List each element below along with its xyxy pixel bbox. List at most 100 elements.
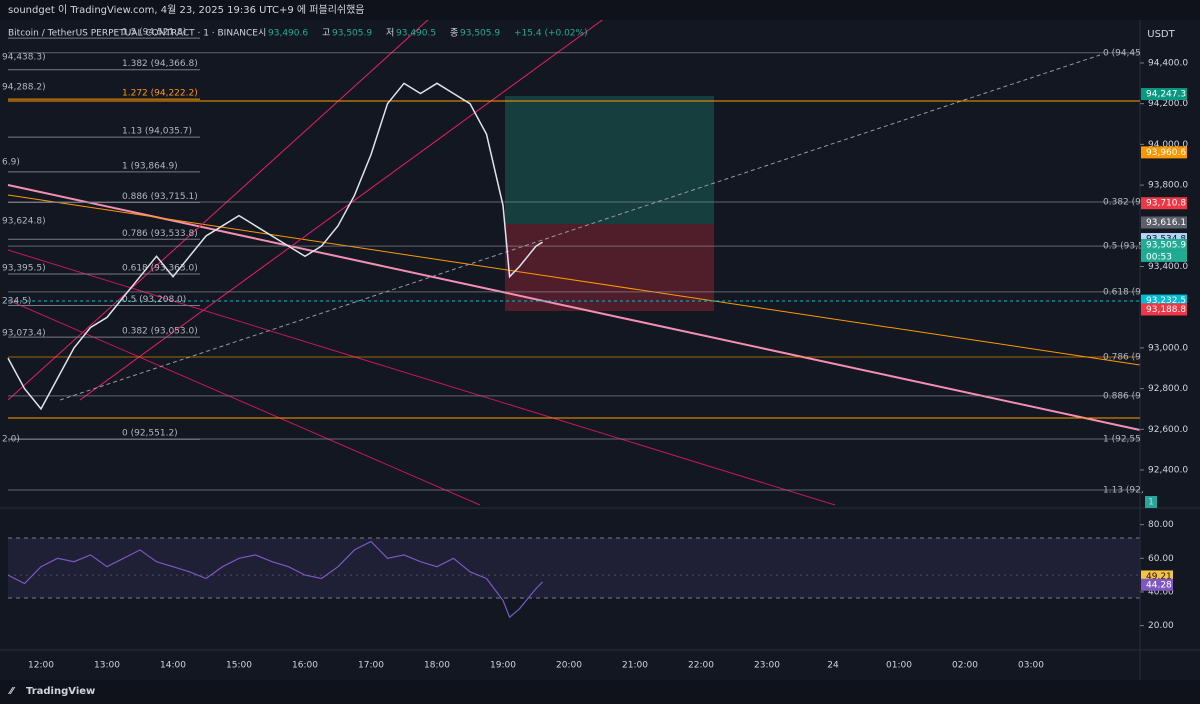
price-tag	[1141, 88, 1187, 101]
currency: USDT	[1147, 29, 1175, 40]
rsi-tag-label: 49.21	[1146, 572, 1172, 582]
ohlc-value: 93,490.5	[396, 29, 436, 39]
change: +15.4 (+0.02%)	[514, 29, 588, 39]
dashed-line	[59, 54, 1101, 401]
channel-line	[7, 299, 481, 506]
ohlc-key: 고	[322, 29, 330, 39]
price-tick-label: 93,000.0	[1148, 343, 1188, 353]
fib-label: 1 (93,864.9)	[122, 161, 178, 171]
channel-line	[7, 249, 836, 506]
fib-label: 0.382 (93,053.0)	[122, 327, 198, 337]
publisher: soundget 이 TradingView.com, 4월 23, 2025 …	[8, 3, 365, 16]
time-label: 15:00	[226, 661, 252, 671]
fib-label: 0.5 (93,5	[1103, 242, 1144, 252]
time-label: 02:00	[952, 661, 978, 671]
fib-label: 1.5 (94,521.8)	[122, 28, 186, 38]
time-label: 24	[827, 661, 839, 671]
fib-label: 0.5 (93,208.0)	[122, 295, 186, 305]
price-tick-label: 94,400.0	[1148, 58, 1188, 68]
price-line	[7, 82, 543, 411]
edge-label: 2.0)	[2, 435, 20, 445]
fib-label: 0.382 (93,	[1103, 197, 1149, 207]
price-tag	[1141, 146, 1187, 159]
price-tag-label: 93,616.1	[1146, 218, 1186, 228]
time-label: 03:00	[1018, 661, 1044, 671]
rsi-tag-label: 44.28	[1146, 580, 1172, 590]
fib-label: 0 (92,551.2)	[122, 429, 178, 439]
time-label: 21:00	[622, 661, 648, 671]
fib-label: 0.786 (9	[1103, 353, 1141, 363]
ohlc-value: 93,490.6	[268, 29, 308, 39]
fib-label: 1.382 (94,366.8)	[122, 59, 198, 69]
edge-label: 94,438.3)	[2, 53, 46, 63]
price-tag-label: 93,188.8	[1146, 305, 1186, 315]
price-tick-label: 92,400.0	[1148, 465, 1188, 475]
footer-bar	[0, 680, 1200, 704]
fib-label: 0.886 (9	[1103, 391, 1141, 401]
countdown-bg	[1141, 250, 1187, 262]
fib-label: 1.272 (94,222.2)	[122, 89, 198, 99]
target-zone	[505, 96, 714, 224]
badge-bg	[1145, 496, 1157, 508]
price-tick-label: 94,200.0	[1148, 99, 1188, 109]
time-label: 23:00	[754, 661, 780, 671]
rsi-line	[7, 540, 544, 619]
price-tag	[1141, 303, 1187, 316]
price-tick-label: 93,800.0	[1148, 181, 1188, 191]
ohlc-key: 저	[386, 28, 394, 39]
edge-label: 93,395.5)	[2, 264, 46, 274]
edge-label: 234.5)	[2, 297, 31, 307]
price-tick-label: 92,800.0	[1148, 384, 1188, 394]
price-tag-label: 93,505.9	[1146, 240, 1186, 250]
rsi-tag	[1141, 578, 1173, 591]
ohlc-key: 시	[258, 28, 266, 39]
channel-line	[79, 17, 606, 401]
price-tag-label: 94,247.3	[1146, 90, 1186, 100]
trend-line	[7, 194, 1141, 366]
header-bar	[0, 0, 1200, 20]
fib-label: 1.13 (94,035.7)	[122, 127, 192, 137]
price-tag	[1141, 238, 1187, 251]
time-label: 01:00	[886, 661, 912, 671]
time-label: 22:00	[688, 661, 714, 671]
fib-label: 1 (92,55	[1103, 435, 1141, 445]
time-label: 18:00	[424, 661, 450, 671]
rsi-tick-label: 60.00	[1148, 554, 1174, 564]
edge-label: 93,624.8)	[2, 217, 46, 227]
footer: TradingView	[26, 686, 95, 697]
logo: ⁄⁄	[8, 686, 16, 697]
price-tick-label: 94,000.0	[1148, 140, 1188, 150]
rsi-tick-label: 40.00	[1148, 587, 1174, 597]
price-tag	[1141, 197, 1187, 210]
ohlc-value: 93,505.9	[460, 29, 500, 39]
fib-label: 0 (94,45	[1103, 48, 1141, 58]
fib-label: 1.13 (92,	[1103, 485, 1144, 495]
time-label: 20:00	[556, 661, 582, 671]
badge: 1	[1148, 498, 1154, 508]
trend-line	[7, 184, 1141, 431]
stop-zone	[505, 224, 714, 311]
edge-label: 6.9)	[2, 158, 20, 168]
price-tag-label: 93,710.8	[1146, 199, 1186, 209]
price-tick-label: 92,600.0	[1148, 425, 1188, 435]
ohlc-key: 종	[450, 28, 458, 39]
time-label: 16:00	[292, 661, 318, 671]
rsi-tick-label: 80.00	[1148, 520, 1174, 530]
time-label: 14:00	[160, 661, 186, 671]
rsi-tick-label: 20.00	[1148, 621, 1174, 631]
time-label: 13:00	[94, 661, 120, 671]
edge-label: 93,073.4)	[2, 329, 46, 339]
countdown: 00:53	[1146, 252, 1172, 262]
rsi-band	[8, 538, 1140, 598]
price-tag-label: 93,232.5	[1146, 296, 1186, 306]
time-label: 17:00	[358, 661, 384, 671]
price-tag-label: 93,960.6	[1146, 148, 1186, 158]
price-tag	[1141, 216, 1187, 229]
channel-line	[7, 17, 431, 401]
edge-label: 94,288.2)	[2, 83, 46, 93]
time-label: 12:00	[28, 661, 54, 671]
fib-label: 0.786 (93,533.8)	[122, 229, 198, 239]
fib-label: 0.618 (93,363.0)	[122, 264, 198, 274]
